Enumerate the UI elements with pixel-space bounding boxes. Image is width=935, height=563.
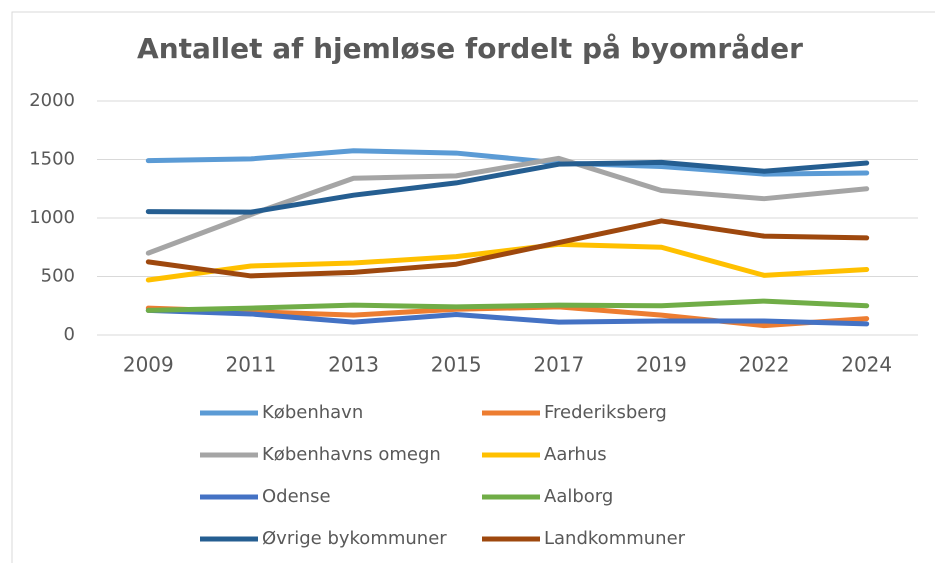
legend-label: Landkommuner (544, 528, 686, 549)
legend-label: Aalborg (544, 486, 613, 507)
y-tick-label: 0 (64, 324, 75, 345)
x-tick-label: 2013 (328, 353, 379, 377)
y-tick-label: 500 (41, 266, 75, 287)
y-tick-label: 1000 (29, 207, 75, 228)
legend-label: Øvrige bykommuner (262, 528, 447, 549)
x-tick-label: 2009 (123, 353, 174, 377)
x-tick-label: 2011 (225, 353, 276, 377)
series-line (145, 159, 870, 215)
legend-label: København (262, 402, 363, 423)
legend-label: Frederiksberg (544, 402, 667, 423)
y-tick-label: 1500 (29, 149, 75, 170)
legend-label: Aarhus (544, 444, 607, 465)
x-tick-label: 2022 (739, 353, 790, 377)
series-line (145, 148, 870, 177)
chart-frame (11, 11, 935, 563)
series-line (145, 307, 870, 327)
x-tick-label: 2015 (431, 353, 482, 377)
x-tick-label: 2024 (841, 353, 892, 377)
chart-title: Antallet af hjemløse fordelt på byområde… (137, 32, 803, 65)
series-line (145, 241, 870, 283)
x-tick-label: 2019 (636, 353, 687, 377)
series-line (145, 218, 870, 279)
legend-label: Odense (262, 486, 331, 507)
y-tick-label: 2000 (29, 90, 75, 111)
series-line (145, 298, 870, 313)
x-tick-label: 2017 (533, 353, 584, 377)
legend-label: Københavns omegn (262, 444, 441, 465)
